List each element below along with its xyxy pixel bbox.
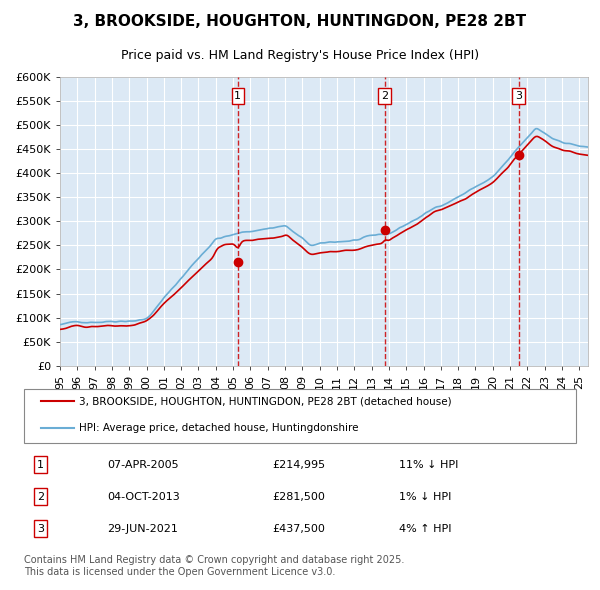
Text: 04-OCT-2013: 04-OCT-2013 xyxy=(107,491,179,502)
Text: 3: 3 xyxy=(37,524,44,534)
Text: 1: 1 xyxy=(37,460,44,470)
Text: 4% ↑ HPI: 4% ↑ HPI xyxy=(400,524,452,534)
Text: 11% ↓ HPI: 11% ↓ HPI xyxy=(400,460,459,470)
Text: £437,500: £437,500 xyxy=(272,524,325,534)
Text: 2: 2 xyxy=(381,91,388,101)
Text: HPI: Average price, detached house, Huntingdonshire: HPI: Average price, detached house, Hunt… xyxy=(79,423,359,432)
Text: £281,500: £281,500 xyxy=(272,491,325,502)
Text: 1% ↓ HPI: 1% ↓ HPI xyxy=(400,491,452,502)
FancyBboxPatch shape xyxy=(24,389,576,443)
Text: 29-JUN-2021: 29-JUN-2021 xyxy=(107,524,178,534)
Text: 2: 2 xyxy=(37,491,44,502)
Text: 3, BROOKSIDE, HOUGHTON, HUNTINGDON, PE28 2BT: 3, BROOKSIDE, HOUGHTON, HUNTINGDON, PE28… xyxy=(73,14,527,29)
Text: Contains HM Land Registry data © Crown copyright and database right 2025.
This d: Contains HM Land Registry data © Crown c… xyxy=(24,555,404,577)
Text: 1: 1 xyxy=(234,91,241,101)
Text: 3, BROOKSIDE, HOUGHTON, HUNTINGDON, PE28 2BT (detached house): 3, BROOKSIDE, HOUGHTON, HUNTINGDON, PE28… xyxy=(79,396,452,406)
Text: £214,995: £214,995 xyxy=(272,460,326,470)
Text: 07-APR-2005: 07-APR-2005 xyxy=(107,460,178,470)
Text: Price paid vs. HM Land Registry's House Price Index (HPI): Price paid vs. HM Land Registry's House … xyxy=(121,49,479,62)
Text: 3: 3 xyxy=(515,91,522,101)
